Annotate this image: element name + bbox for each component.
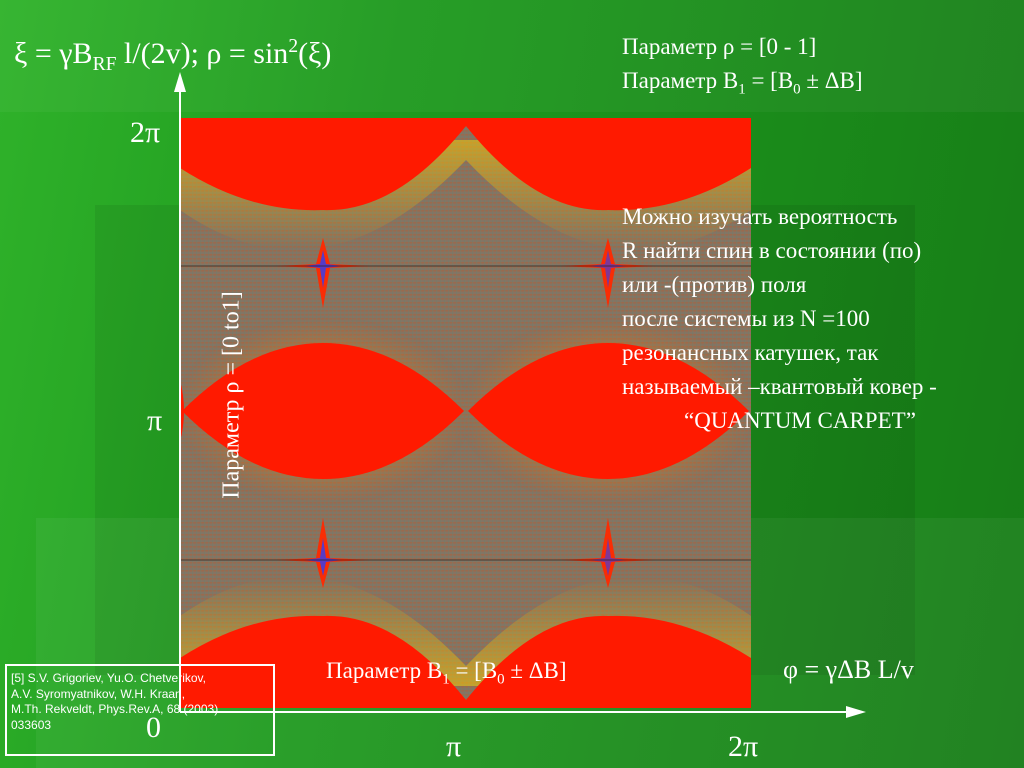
quantum-carpet-title: “QUANTUM CARPET” [684, 408, 916, 433]
reference-line: [5] S.V. Grigoriev, Yu.O. Chetverikov, [11, 671, 206, 685]
parameter-legend: Параметр ρ = [0 - 1] Параметр B1 = [B0 ±… [622, 30, 863, 107]
description-line: резонансных катушек, так [622, 340, 879, 365]
description-line: называемый –квантовый ковер - [622, 374, 937, 399]
carpet-star [561, 238, 655, 308]
carpet-lobe [180, 118, 751, 211]
description-line: или -(против) поля [622, 272, 807, 297]
carpet-star [276, 518, 370, 588]
x-tick-pi: π [446, 730, 462, 763]
description: Можно изучать вероятность R найти спин в… [622, 200, 937, 438]
phi-axis-label: φ = γΔB L/v [783, 655, 914, 684]
rho-axis-label: Параметр ρ = [0 to1] [218, 291, 245, 499]
x-tick-2pi: 2π [728, 730, 759, 763]
reference-line: 033603 [11, 717, 52, 732]
description-line: Можно изучать вероятность [622, 204, 898, 229]
y-tick-pi: π [147, 404, 163, 437]
reference-box: [5] S.V. Grigoriev, Yu.O. Chetverikov, A… [5, 664, 275, 756]
carpet-lobe [182, 343, 464, 479]
carpet-lobe [468, 343, 749, 479]
description-line: R найти спин в состоянии (по) [622, 238, 922, 263]
description-line: после системы из N =100 [622, 306, 870, 331]
x-axis-arrow [846, 706, 866, 718]
carpet-star [561, 518, 655, 588]
carpet-star [276, 238, 370, 308]
y-tick-2pi: 2π [130, 116, 161, 149]
y-tick-zero: 0 [146, 711, 161, 744]
quantum-carpet-image [180, 118, 751, 708]
parameter-b1: Параметр B1 = [B0 ± ΔB] [622, 68, 863, 98]
reference-line: M.Th. Rekveldt, Phys.Rev.A, 68 (2003) [11, 702, 219, 716]
carpet-lobe [180, 615, 751, 708]
b1-axis-label: Параметр B1 = [B0 ± ΔB] [326, 658, 567, 688]
background-band-top [0, 0, 1024, 112]
y-axis-arrow [174, 72, 186, 92]
parameter-rho: Параметр ρ = [0 - 1] [622, 34, 817, 59]
reference-line: A.V. Syromyatnikov, W.H. Kraan, [11, 686, 186, 701]
formula: ξ = γBRF l/(2v); ρ = sin2(ξ) [14, 36, 332, 75]
